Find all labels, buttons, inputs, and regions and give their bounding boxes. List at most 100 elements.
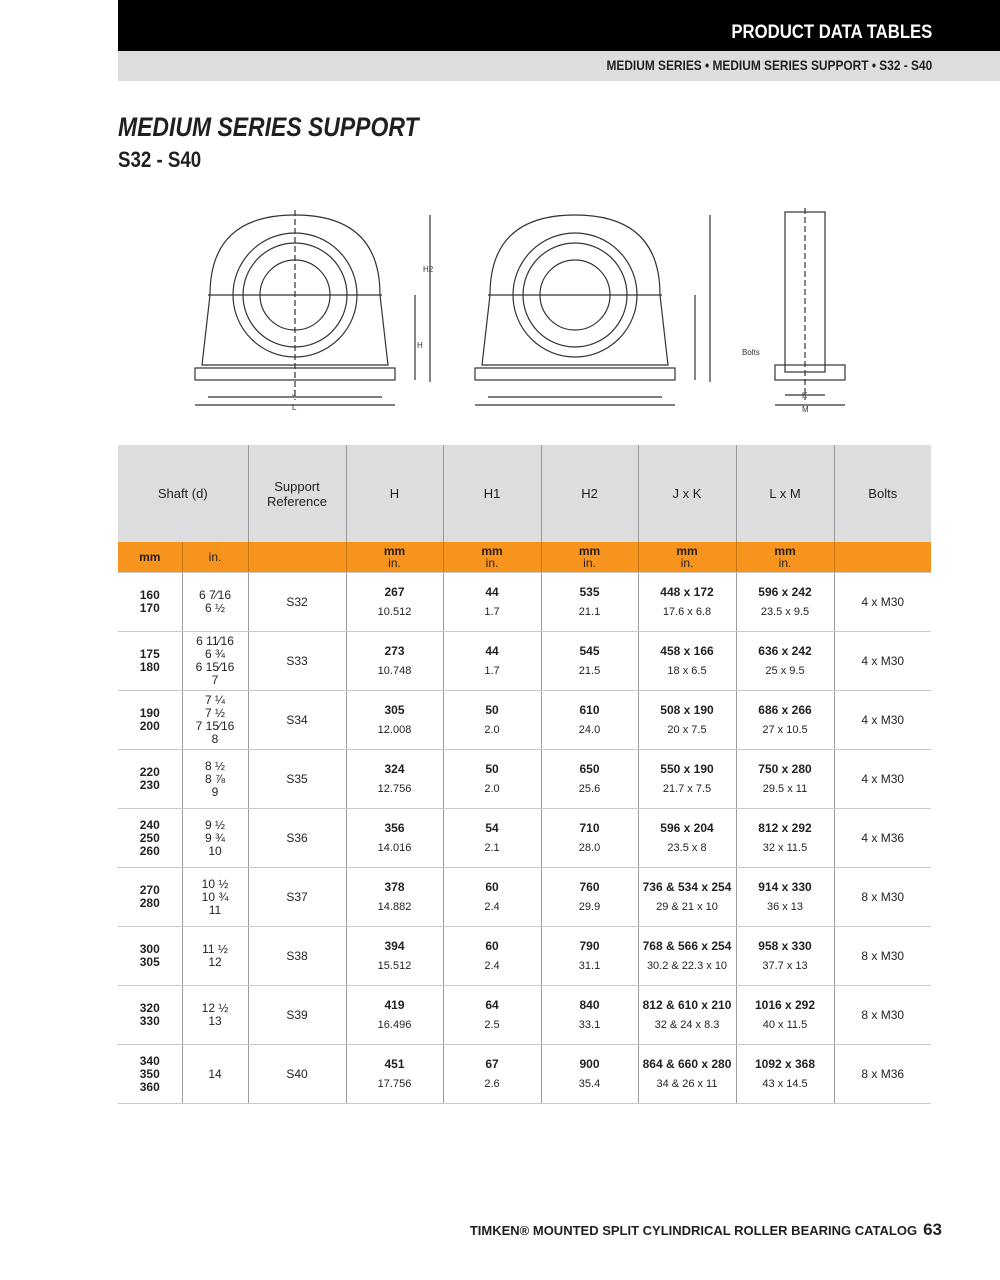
side-view-drawing: Bolts K M (742, 208, 846, 414)
table-cell: 4 x M30 (833, 631, 931, 691)
in-value: 33.1 (578, 1018, 601, 1031)
table-cell: 4 x M30 (833, 749, 931, 809)
mm-value: 535 (579, 584, 600, 599)
table-cell: 378 14.882 (345, 867, 443, 927)
in-value: 2.4 (484, 900, 500, 913)
in-value: 12.756 (377, 782, 412, 795)
mm-value: 914 x 330 (758, 879, 812, 894)
mm-value: 812 & 610 x 210 (642, 997, 732, 1012)
column-header: J x K (637, 445, 736, 542)
mm-value: 44 (485, 643, 499, 658)
mm-value: 736 & 534 x 254 (642, 879, 732, 894)
table-cell: 324 12.756 (345, 749, 443, 809)
table-cell: 54 2.1 (442, 808, 541, 868)
table-cell: 545 21.5 (540, 631, 638, 691)
in-value: 14.882 (377, 900, 412, 913)
table-cell: 4 x M30 (833, 690, 931, 750)
table-cell: S35 (247, 749, 346, 809)
table-cell: 864 & 660 x 280 34 & 26 x 11 (637, 1044, 736, 1104)
table-cell: 356 14.016 (345, 808, 443, 868)
table-cell: 300 305 (118, 926, 182, 986)
in-value: 2.6 (484, 1077, 500, 1090)
mm-value: 545 (579, 643, 600, 658)
table-cell: 8 x M30 (833, 985, 931, 1045)
in-value: 23.5 x 9.5 (760, 605, 810, 618)
unit-cell: mm in. (345, 542, 443, 573)
unit-cell: mm in. (735, 542, 834, 573)
in-value: 10.748 (377, 664, 412, 677)
mm-value: 1016 x 292 (754, 997, 816, 1012)
in-value: 17.756 (377, 1077, 412, 1090)
table-cell: 6 11⁄16 6 ¾ 6 15⁄16 7 (181, 631, 248, 691)
table-cell: 6 7⁄16 6 ½ (181, 572, 248, 632)
table-cell: 11 ½ 12 (181, 926, 248, 986)
table-row: 240 250 260 9 ½ 9 ¾ 10 S36 356 14.016 54 2.1 71… (118, 808, 931, 868)
j-label: J (292, 389, 296, 398)
mm-value: 356 (384, 820, 405, 835)
table-cell: 710 28.0 (540, 808, 638, 868)
table-cell: 790 31.1 (540, 926, 638, 986)
table-cell: 610 24.0 (540, 690, 638, 750)
mm-value: 64 (485, 997, 499, 1012)
in-value: 25.6 (578, 782, 601, 795)
mm-value: 54 (485, 820, 499, 835)
page-title: MEDIUM SERIES SUPPORT (118, 112, 419, 142)
table-row: 175 180 6 11⁄16 6 ¾ 6 15⁄16 7 S33 273 10.748… (118, 631, 931, 691)
pillow-block-drawings: H2 H J L Bolts K M (194, 208, 846, 414)
table-cell: 273 10.748 (345, 631, 443, 691)
mm-value: 324 (384, 761, 405, 776)
in-value: 2.0 (484, 782, 500, 795)
table-cell: 44 1.7 (442, 572, 541, 632)
in-value: 21.7 x 7.5 (662, 782, 712, 795)
in-value: 24.0 (578, 723, 601, 736)
in-value: 17.6 x 6.8 (662, 605, 712, 618)
table-cell: 8 x M30 (833, 926, 931, 986)
table-cell: 267 10.512 (345, 572, 443, 632)
table-cell: 8 x M30 (833, 867, 931, 927)
table-cell: 812 x 292 32 x 11.5 (735, 808, 834, 868)
table-cell: 4 x M30 (833, 572, 931, 632)
table-cell: S38 (247, 926, 346, 986)
mm-value: 305 (384, 702, 405, 717)
table-cell: 320 330 (118, 985, 182, 1045)
table-cell: 50 2.0 (442, 749, 541, 809)
table-cell: 14 (181, 1044, 248, 1104)
table-cell: 458 x 166 18 x 6.5 (637, 631, 736, 691)
mm-value: 760 (579, 879, 600, 894)
table-cell: 451 17.756 (345, 1044, 443, 1104)
unit-cell: mm in. (540, 542, 638, 573)
mm-value: 273 (384, 643, 405, 658)
in-value: 30.2 & 22.3 x 10 (646, 959, 728, 972)
mm-value: 864 & 660 x 280 (642, 1056, 732, 1071)
table-cell: S39 (247, 985, 346, 1045)
in-value: 12.008 (377, 723, 412, 736)
mm-value: 710 (579, 820, 600, 835)
table-cell: 270 280 (118, 867, 182, 927)
table-cell: S33 (247, 631, 346, 691)
column-header: Shaft (d) (118, 445, 248, 542)
table-cell: 448 x 172 17.6 x 6.8 (637, 572, 736, 632)
table-cell: 7 ¼ 7 ½ 7 15⁄16 8 (181, 690, 248, 750)
table-cell: 9 ½ 9 ¾ 10 (181, 808, 248, 868)
table-cell: 175 180 (118, 631, 182, 691)
in-value: 2.0 (484, 723, 500, 736)
mm-value: 636 x 242 (758, 643, 812, 658)
in-value: 36 x 13 (766, 900, 804, 913)
table-cell: 1092 x 368 43 x 14.5 (735, 1044, 834, 1104)
in-value: 35.4 (578, 1077, 601, 1090)
breadcrumb-bar: MEDIUM SERIES • MEDIUM SERIES SUPPORT • … (118, 51, 1000, 81)
in-value: 28.0 (578, 841, 601, 854)
front-view-drawing-2 (474, 214, 711, 406)
mm-value: 451 (384, 1056, 405, 1071)
unit-cell (833, 542, 931, 573)
column-header: Support Reference (247, 445, 346, 542)
in-value: 2.4 (484, 959, 500, 972)
table-row: 300 305 11 ½ 12 S38 394 15.512 60 2.4 790 31.1 76… (118, 926, 931, 986)
in-value: 29.9 (578, 900, 601, 913)
table-cell: 394 15.512 (345, 926, 443, 986)
mm-value: 550 x 190 (660, 761, 714, 776)
mm-value: 458 x 166 (660, 643, 714, 658)
mm-value: 378 (384, 879, 405, 894)
table-cell: 1016 x 292 40 x 11.5 (735, 985, 834, 1045)
